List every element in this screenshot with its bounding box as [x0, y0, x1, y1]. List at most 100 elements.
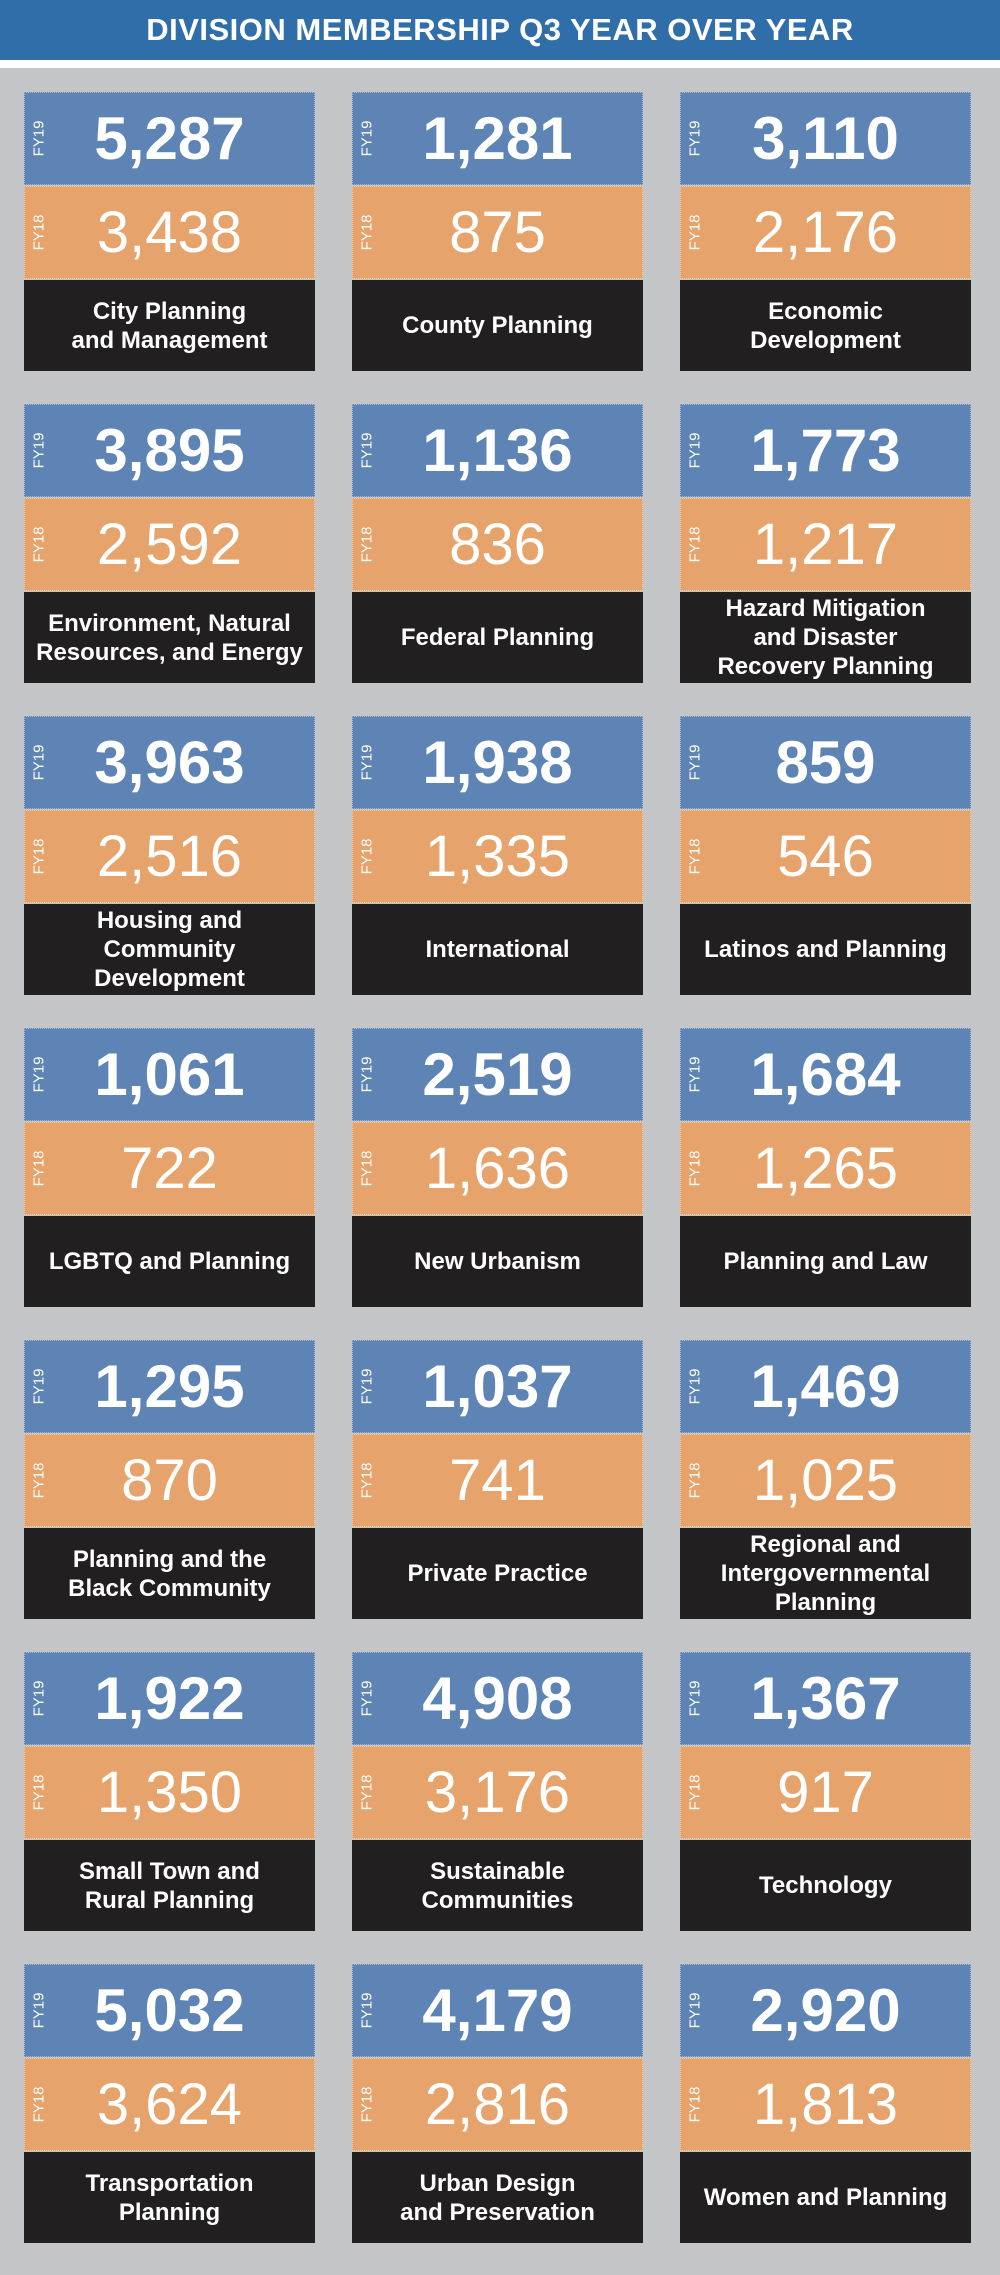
fy19-band: FY19 3,963 [24, 716, 315, 809]
fy18-value: 3,624 [96, 2072, 243, 2137]
fy19-value: 1,773 [750, 417, 901, 484]
division-card: FY19 4,908 FY18 3,176 Sustainable Commun… [352, 1652, 643, 1931]
fy19-year-label: FY19 [686, 744, 704, 781]
division-card: FY19 2,920 FY18 1,813 Women and Planning [680, 1964, 971, 2243]
fy19-year-label: FY19 [358, 432, 376, 469]
fy18-year-label: FY18 [30, 2086, 48, 2123]
fy19-value: 4,908 [422, 1665, 573, 1732]
fy19-band: FY19 2,920 [680, 1964, 971, 2057]
fy19-band: FY19 2,519 [352, 1028, 643, 1121]
fy19-value: 1,061 [94, 1041, 245, 1108]
fy18-year-label: FY18 [358, 838, 376, 875]
fy18-year-label: FY18 [358, 1774, 376, 1811]
fy18-value: 1,813 [752, 2072, 899, 2137]
division-card: FY19 1,037 FY18 741 Private Practice [352, 1340, 643, 1619]
division-card: FY19 2,519 FY18 1,636 New Urbanism [352, 1028, 643, 1307]
fy19-band: FY19 1,367 [680, 1652, 971, 1745]
fy18-band: FY18 1,636 [352, 1122, 643, 1215]
division-name: Small Town and Rural Planning [24, 1840, 315, 1931]
division-card: FY19 4,179 FY18 2,816 Urban Design and P… [352, 1964, 643, 2243]
division-card: FY19 3,963 FY18 2,516 Housing and Commun… [24, 716, 315, 995]
fy19-year-label: FY19 [686, 1680, 704, 1717]
fy19-year-label: FY19 [686, 120, 704, 157]
fy18-year-label: FY18 [30, 214, 48, 251]
fy19-value: 1,295 [94, 1353, 245, 1420]
division-name: Economic Development [680, 280, 971, 371]
fy18-value: 722 [121, 1136, 218, 1201]
division-card: FY19 3,110 FY18 2,176 Economic Developme… [680, 92, 971, 371]
fy19-year-label: FY19 [30, 432, 48, 469]
division-name: International [352, 904, 643, 995]
fy18-band: FY18 3,176 [352, 1746, 643, 1839]
division-card: FY19 1,922 FY18 1,350 Small Town and Rur… [24, 1652, 315, 1931]
fy18-band: FY18 722 [24, 1122, 315, 1215]
fy19-year-label: FY19 [30, 1680, 48, 1717]
fy18-band: FY18 1,350 [24, 1746, 315, 1839]
fy18-band: FY18 3,438 [24, 186, 315, 279]
fy18-band: FY18 3,624 [24, 2058, 315, 2151]
fy18-band: FY18 1,025 [680, 1434, 971, 1527]
division-name: New Urbanism [352, 1216, 643, 1307]
fy18-year-label: FY18 [30, 838, 48, 875]
fy18-value: 1,335 [424, 824, 571, 889]
division-name: County Planning [352, 280, 643, 371]
division-name: LGBTQ and Planning [24, 1216, 315, 1307]
division-card: FY19 1,684 FY18 1,265 Planning and Law [680, 1028, 971, 1307]
fy18-band: FY18 1,217 [680, 498, 971, 591]
fy18-value: 2,176 [752, 200, 899, 265]
fy18-year-label: FY18 [686, 838, 704, 875]
fy18-value: 546 [777, 824, 874, 889]
fy19-year-label: FY19 [358, 1368, 376, 1405]
fy19-year-label: FY19 [358, 120, 376, 157]
fy19-band: FY19 859 [680, 716, 971, 809]
division-name: City Planning and Management [24, 280, 315, 371]
fy18-value: 2,592 [96, 512, 243, 577]
fy18-value: 836 [449, 512, 546, 577]
fy19-year-label: FY19 [686, 432, 704, 469]
fy18-value: 875 [449, 200, 546, 265]
fy18-band: FY18 870 [24, 1434, 315, 1527]
fy18-value: 2,816 [424, 2072, 571, 2137]
fy19-year-label: FY19 [30, 744, 48, 781]
division-name: Planning and the Black Community [24, 1528, 315, 1619]
division-card: FY19 1,469 FY18 1,025 Regional and Inter… [680, 1340, 971, 1619]
fy18-band: FY18 836 [352, 498, 643, 591]
fy18-band: FY18 2,592 [24, 498, 315, 591]
fy18-band: FY18 2,816 [352, 2058, 643, 2151]
division-card: FY19 1,295 FY18 870 Planning and the Bla… [24, 1340, 315, 1619]
division-card: FY19 5,287 FY18 3,438 City Planning and … [24, 92, 315, 371]
division-name: Environment, Natural Resources, and Ener… [24, 592, 315, 683]
fy19-value: 1,684 [750, 1041, 901, 1108]
division-card: FY19 1,281 FY18 875 County Planning [352, 92, 643, 371]
fy19-year-label: FY19 [358, 1056, 376, 1093]
division-card: FY19 1,061 FY18 722 LGBTQ and Planning [24, 1028, 315, 1307]
fy19-value: 3,895 [94, 417, 245, 484]
fy19-value: 859 [775, 729, 876, 796]
fy18-band: FY18 1,335 [352, 810, 643, 903]
fy18-year-label: FY18 [686, 1774, 704, 1811]
fy18-value: 1,217 [752, 512, 899, 577]
division-name: Sustainable Communities [352, 1840, 643, 1931]
division-name: Private Practice [352, 1528, 643, 1619]
fy19-value: 1,136 [422, 417, 573, 484]
fy19-value: 5,032 [94, 1977, 245, 2044]
fy18-band: FY18 546 [680, 810, 971, 903]
division-grid: FY19 5,287 FY18 3,438 City Planning and … [0, 68, 1000, 2243]
division-card: FY19 859 FY18 546 Latinos and Planning [680, 716, 971, 995]
page-header: DIVISION MEMBERSHIP Q3 YEAR OVER YEAR [0, 0, 1000, 60]
division-name: Latinos and Planning [680, 904, 971, 995]
division-card: FY19 1,136 FY18 836 Federal Planning [352, 404, 643, 683]
fy19-band: FY19 5,287 [24, 92, 315, 185]
fy19-band: FY19 4,908 [352, 1652, 643, 1745]
fy18-band: FY18 741 [352, 1434, 643, 1527]
fy19-year-label: FY19 [686, 1992, 704, 2029]
fy18-year-label: FY18 [30, 1150, 48, 1187]
fy18-year-label: FY18 [686, 1150, 704, 1187]
fy19-year-label: FY19 [30, 120, 48, 157]
fy18-band: FY18 875 [352, 186, 643, 279]
fy19-year-label: FY19 [30, 1056, 48, 1093]
fy19-value: 4,179 [422, 1977, 573, 2044]
fy18-year-label: FY18 [30, 1774, 48, 1811]
fy19-band: FY19 1,773 [680, 404, 971, 497]
fy19-band: FY19 1,922 [24, 1652, 315, 1745]
